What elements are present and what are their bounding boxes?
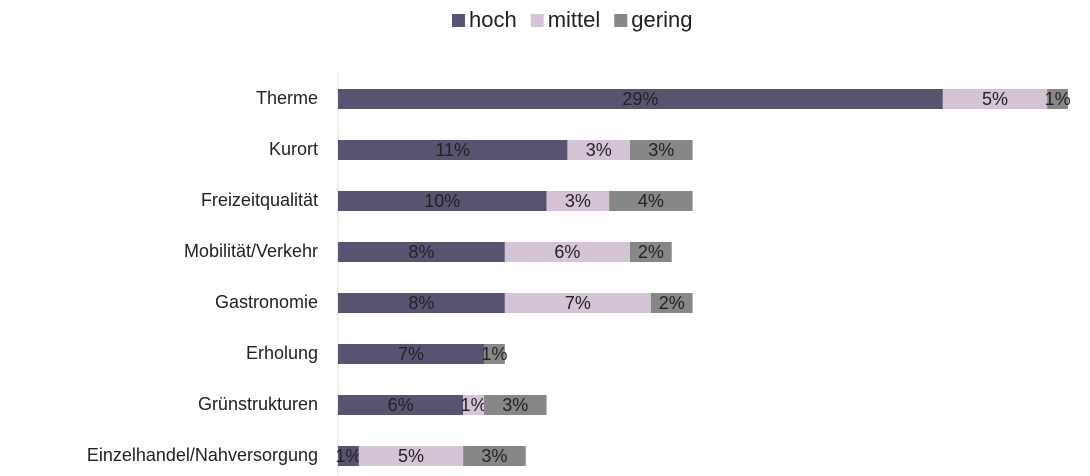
bar-segment bbox=[463, 395, 484, 415]
bar-segment bbox=[484, 395, 547, 415]
value-label: 2% bbox=[659, 293, 685, 313]
value-label: 1% bbox=[461, 395, 487, 415]
value-label: 3% bbox=[586, 140, 612, 160]
value-label: 29% bbox=[622, 89, 658, 109]
value-label: 8% bbox=[408, 242, 434, 262]
value-label: 4% bbox=[638, 191, 664, 211]
category-label: Erholung bbox=[246, 343, 318, 363]
value-label: 1% bbox=[1045, 89, 1071, 109]
category-label: Gastronomie bbox=[215, 292, 318, 312]
value-label: 3% bbox=[502, 395, 528, 415]
bar-segment bbox=[338, 242, 505, 262]
bar-segment bbox=[1047, 89, 1068, 109]
bar-segment bbox=[484, 344, 505, 364]
bar-segment bbox=[338, 89, 943, 109]
legend-label: hoch bbox=[469, 7, 517, 32]
bar-segment bbox=[567, 140, 630, 160]
bar-segment bbox=[338, 140, 568, 160]
legend-swatch bbox=[614, 14, 628, 27]
category-label: Freizeitqualität bbox=[201, 190, 318, 210]
legend-swatch bbox=[452, 14, 465, 27]
bar-segment bbox=[546, 191, 610, 211]
value-label: 7% bbox=[565, 293, 591, 313]
value-label: 5% bbox=[982, 89, 1008, 109]
category-label: Einzelhandel/Nahversorgung bbox=[87, 445, 318, 465]
category-label: Therme bbox=[256, 88, 318, 108]
bar-segment bbox=[463, 446, 526, 466]
legend-label: gering bbox=[631, 7, 692, 32]
bar-segment bbox=[504, 242, 630, 262]
legend-swatch bbox=[530, 14, 544, 27]
value-label: 8% bbox=[408, 293, 434, 313]
category-label: Kurort bbox=[269, 139, 318, 159]
value-label: 2% bbox=[638, 242, 664, 262]
bar-segment bbox=[630, 242, 672, 262]
bar-segment bbox=[338, 293, 505, 313]
bar-segment bbox=[338, 446, 359, 466]
bar-segment bbox=[630, 140, 693, 160]
category-label: Mobilität/Verkehr bbox=[184, 241, 318, 261]
category-label: Grünstrukturen bbox=[198, 394, 318, 414]
bar-segment bbox=[338, 191, 547, 211]
value-label: 3% bbox=[565, 191, 591, 211]
bar-segment bbox=[650, 293, 693, 313]
value-label: 10% bbox=[424, 191, 460, 211]
bar-segment bbox=[504, 293, 651, 313]
value-label: 1% bbox=[481, 344, 507, 364]
value-label: 3% bbox=[648, 140, 674, 160]
bar-segment bbox=[609, 191, 693, 211]
value-label: 5% bbox=[398, 446, 424, 466]
value-label: 1% bbox=[335, 446, 361, 466]
value-label: 6% bbox=[554, 242, 580, 262]
bar-segment bbox=[338, 344, 484, 364]
value-label: 7% bbox=[398, 344, 424, 364]
bar-segment bbox=[942, 89, 1048, 109]
bar-segment bbox=[358, 446, 464, 466]
value-label: 3% bbox=[481, 446, 507, 466]
value-label: 11% bbox=[435, 140, 470, 160]
bar-segment bbox=[338, 395, 464, 415]
legend-label: mittel bbox=[548, 7, 601, 32]
value-label: 6% bbox=[388, 395, 414, 415]
